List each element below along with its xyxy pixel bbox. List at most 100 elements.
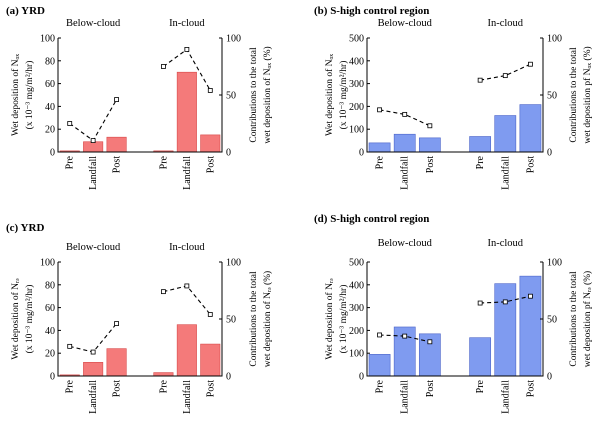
chart-3-pct-marker bbox=[90, 349, 96, 355]
chart-4-y2-tick-label: 100 bbox=[547, 258, 562, 269]
chart-4-y-tick-label: 200 bbox=[349, 326, 364, 337]
chart-2-title: (b) S-high control region bbox=[314, 5, 429, 17]
chart-1-pct-marker bbox=[207, 88, 213, 93]
chart-3-bar bbox=[106, 348, 127, 377]
chart-1-y2-tick-label: 0 bbox=[226, 148, 231, 159]
chart-3-y2-tick-label: 50 bbox=[226, 315, 236, 326]
chart-2-bar bbox=[393, 133, 416, 153]
chart-4-pct-marker bbox=[477, 300, 483, 306]
chart-4-y2label-line2: wet deposition pf Nᵣₔ (%) bbox=[582, 271, 593, 367]
chart-3-pct-marker bbox=[114, 321, 119, 326]
chart-2-ylabel-units: (x 10⁻³ mg/m²/hr) bbox=[338, 61, 349, 130]
chart-3-y-tick-label: 0 bbox=[50, 372, 55, 383]
chart-4-pct-line bbox=[480, 295, 531, 304]
chart-1-axes bbox=[57, 38, 223, 153]
chart-1-bar bbox=[176, 71, 197, 153]
chart-1-category-label: Post bbox=[205, 156, 216, 173]
chart-2-category-label: Landfall bbox=[400, 156, 411, 190]
chart-4-bar bbox=[368, 354, 391, 377]
chart-2-y2label-line2: wet deposition pf Nₒₓ (%) bbox=[582, 46, 593, 143]
chart-4-category-label: Landfall bbox=[400, 380, 411, 414]
chart-1-pct-marker bbox=[67, 121, 73, 126]
chart-2-y-tick-label: 0 bbox=[359, 148, 364, 159]
chart-2-pct-marker bbox=[402, 111, 408, 117]
chart-2-pct-marker bbox=[477, 77, 483, 83]
chart-4-category-label: Pre bbox=[475, 379, 486, 393]
chart-3-group-label: Below-cloud bbox=[66, 242, 121, 253]
chart-2-category-label: Landfall bbox=[500, 156, 511, 190]
chart-3-category-label: Post bbox=[112, 380, 123, 397]
chart-2-y2-tick-label: 0 bbox=[547, 148, 552, 159]
chart-4-pct-marker bbox=[402, 333, 408, 339]
chart-2-y-tick-label: 300 bbox=[349, 79, 364, 90]
chart-2-group-label: Below-cloud bbox=[378, 18, 433, 29]
chart-1-bar bbox=[200, 134, 221, 153]
chart-4-y2-tick-label: 50 bbox=[547, 315, 557, 326]
chart-2-bar bbox=[368, 142, 391, 153]
chart-3-pct-marker bbox=[161, 289, 166, 295]
chart-2-category-label: Pre bbox=[375, 155, 386, 169]
chart-1-y-tick-label: 80 bbox=[45, 56, 55, 67]
chart-3-pct-line bbox=[163, 285, 211, 315]
chart-2-bar bbox=[519, 104, 542, 153]
chart-1-category-label: Landfall bbox=[88, 156, 99, 190]
chart-3-pct-marker bbox=[67, 343, 73, 349]
chart-1-pct-marker bbox=[184, 47, 190, 52]
chart-3-pct-line bbox=[69, 323, 117, 353]
chart-3-category-label: Pre bbox=[65, 379, 76, 393]
chart-4-pct-marker bbox=[502, 299, 508, 305]
chart-3-y2label: Contributions to the total bbox=[249, 271, 259, 367]
chart-3-y-tick-label: 20 bbox=[45, 349, 55, 360]
chart-4-bar bbox=[519, 275, 542, 377]
chart-1-y2-tick-label: 50 bbox=[226, 91, 236, 102]
chart-4-group-label: In-cloud bbox=[487, 238, 523, 249]
chart-1-category-label: Pre bbox=[65, 155, 76, 169]
chart-3-y2label-line2: wet deposition of Nᵣₔ (%) bbox=[262, 271, 273, 367]
chart-3-axes bbox=[57, 262, 223, 377]
chart-2-bar bbox=[469, 136, 492, 153]
chart-4-y2-tick-label: 0 bbox=[547, 372, 552, 383]
chart-3-category-label: Pre bbox=[158, 379, 169, 393]
chart-3-category-label: Landfall bbox=[182, 380, 193, 414]
chart-2-y-tick-label: 500 bbox=[349, 34, 364, 45]
chart-2-category-label: Pre bbox=[475, 155, 486, 169]
chart-3-category-label: Post bbox=[205, 380, 216, 397]
chart-4-category-label: Post bbox=[425, 380, 436, 397]
chart-1-bar bbox=[83, 141, 104, 153]
chart-3-ylabel-units: (x 10⁻³ mg/m²/hr) bbox=[24, 285, 35, 354]
chart-1-pct-marker bbox=[90, 138, 96, 144]
chart-1-y-tick-label: 20 bbox=[45, 125, 55, 136]
chart-4-pct-marker bbox=[427, 339, 433, 345]
chart-4-ylabel: Wet deposition of Nᵣₔ bbox=[324, 278, 335, 360]
chart-2-pct-marker bbox=[528, 61, 533, 67]
chart-1-y-tick-label: 60 bbox=[45, 79, 55, 90]
chart-4-ylabel-units: (x 10⁻³ mg/m²/hr) bbox=[338, 285, 349, 354]
chart-1-y2label: Contributions to the total bbox=[249, 47, 259, 143]
chart-3-category-label: Landfall bbox=[88, 380, 99, 414]
chart-3-ylabel: Wet deposition of Nᵣₔ bbox=[10, 278, 21, 360]
chart-3-pct-marker bbox=[184, 283, 190, 289]
chart-1-ylabel-units: (x 10⁻³ mg/m²/hr) bbox=[24, 61, 35, 130]
chart-3-bar bbox=[153, 372, 174, 377]
chart-2-pct-line bbox=[379, 109, 431, 127]
chart-1-bar bbox=[106, 136, 127, 153]
chart-4-y2label: Contributions to the total bbox=[569, 271, 579, 367]
chart-4-pct-line bbox=[379, 334, 430, 343]
chart-4-y-tick-label: 400 bbox=[349, 280, 364, 291]
chart-2-y2-tick-label: 50 bbox=[547, 91, 557, 102]
chart-4-bar bbox=[469, 337, 492, 377]
chart-1-y-tick-label: 100 bbox=[40, 34, 55, 45]
chart-4-title: (d) S-high control region bbox=[314, 213, 429, 225]
chart-1-group-label: In-cloud bbox=[169, 18, 205, 29]
chart-1-ylabel: Wet deposition of Nₒₓ bbox=[10, 54, 21, 136]
chart-3-bar bbox=[83, 362, 104, 377]
chart-2-bar bbox=[494, 115, 517, 153]
chart-1-category-label: Post bbox=[112, 156, 123, 173]
chart-3-y-tick-label: 100 bbox=[40, 258, 55, 269]
chart-4-category-label: Pre bbox=[375, 379, 386, 393]
chart-4-bar bbox=[494, 283, 517, 377]
chart-4-category-label: Landfall bbox=[500, 380, 511, 414]
chart-2-pct-marker bbox=[502, 73, 508, 79]
chart-2-category-label: Post bbox=[425, 156, 436, 173]
